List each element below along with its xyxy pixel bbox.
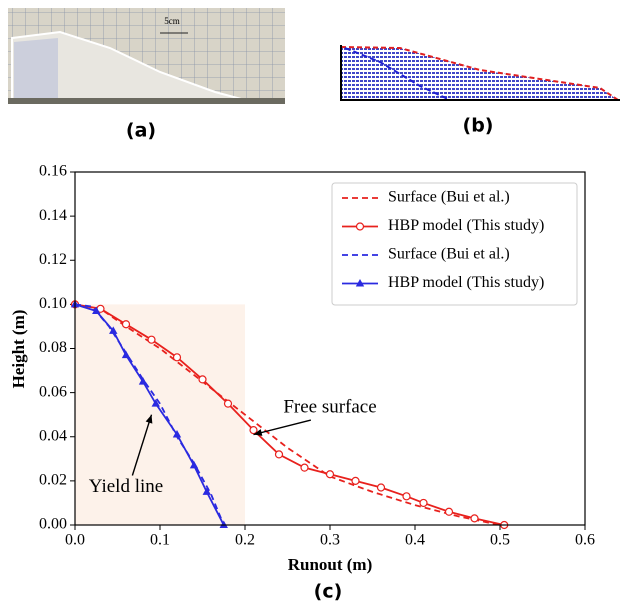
data-point: [376, 483, 386, 492]
legend-label: Surface (Bui et al.): [388, 189, 510, 206]
data-point: [419, 498, 428, 508]
data-point: [147, 335, 156, 344]
y-tick-label: 0.06: [39, 383, 67, 400]
caption: (c): [314, 581, 343, 603]
data-point: [138, 377, 148, 385]
data-point: [325, 470, 335, 479]
data-point: [151, 399, 160, 407]
data-point: [402, 492, 411, 501]
data-point: [274, 450, 284, 459]
photo-scale: 5cm: [164, 16, 180, 26]
y-tick-label: 0.00: [39, 516, 67, 533]
annotation: Yield line: [89, 476, 163, 497]
x-tick-label: 0.5: [490, 532, 510, 549]
shaded-region: [75, 304, 245, 525]
data-point: [121, 350, 131, 359]
arrow-head: [253, 429, 263, 436]
data-point: [351, 476, 360, 485]
legend-label: HBP model (This study): [388, 274, 544, 291]
y-tick-label: 0.12: [39, 251, 67, 268]
data-point: [219, 520, 228, 528]
x-tick-label: 0.2: [235, 532, 255, 549]
x-tick-label: 0.4: [405, 532, 425, 549]
x-tick-label: 0.3: [320, 532, 340, 549]
legend-marker: [355, 279, 365, 287]
series-line: [74, 303, 505, 526]
data-point: [202, 487, 211, 495]
y-axis-label: Height (m): [9, 310, 28, 389]
y-tick-label: 0.04: [39, 427, 67, 444]
y-tick-label: 0.14: [39, 207, 67, 224]
simulation-b: [340, 45, 620, 101]
data-point: [121, 320, 131, 329]
data-point: [109, 326, 118, 334]
photo-a: 5cm: [8, 8, 285, 104]
data-point: [300, 463, 309, 472]
data-point: [249, 426, 258, 435]
x-tick-label: 0.1: [150, 532, 170, 549]
y-tick-label: 0.02: [39, 472, 67, 489]
data-point: [172, 430, 182, 438]
data-point: [223, 399, 233, 408]
data-point: [92, 306, 101, 314]
x-axis-label: Runout (m): [288, 555, 373, 574]
series-line: [74, 303, 225, 526]
y-tick-label: 0.16: [39, 163, 67, 180]
annotation-arrow: [253, 419, 312, 436]
x-tick-label: 0.0: [65, 532, 85, 549]
plot-frame: [74, 171, 586, 526]
data-point: [172, 353, 182, 362]
data-point: [470, 514, 479, 523]
data-point: [444, 507, 454, 516]
y-tick-label: 0.10: [39, 295, 67, 312]
x-tick-label: 0.6: [575, 532, 595, 549]
panel-label: (b): [463, 115, 494, 137]
legend-label: Surface (Bui et al.): [388, 246, 510, 263]
panel-label: (a): [126, 120, 156, 142]
legend-marker: [355, 222, 365, 231]
data-point: [189, 460, 199, 469]
data-point: [198, 375, 207, 384]
legend-box: [331, 182, 578, 306]
annotation-arrow: [131, 414, 153, 476]
annotation: Free surface: [283, 396, 376, 417]
legend-label: HBP model (This study): [388, 217, 544, 234]
arrow-head: [145, 414, 153, 424]
y-tick-label: 0.08: [39, 339, 67, 356]
